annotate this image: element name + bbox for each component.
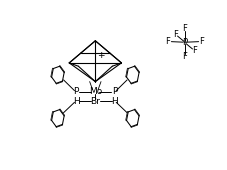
Text: Mo: Mo [89,87,102,96]
Text: Br: Br [90,97,100,106]
Text: F: F [165,37,170,46]
Text: +: + [97,51,105,60]
Text: P: P [73,87,79,96]
Text: P: P [183,38,188,47]
Text: F: F [200,37,205,46]
Text: H: H [111,97,118,106]
Text: H: H [73,97,79,106]
Text: P: P [112,87,117,96]
Text: F: F [192,46,197,55]
Text: F: F [173,30,178,39]
Text: F: F [183,24,188,32]
Text: F: F [183,53,188,61]
